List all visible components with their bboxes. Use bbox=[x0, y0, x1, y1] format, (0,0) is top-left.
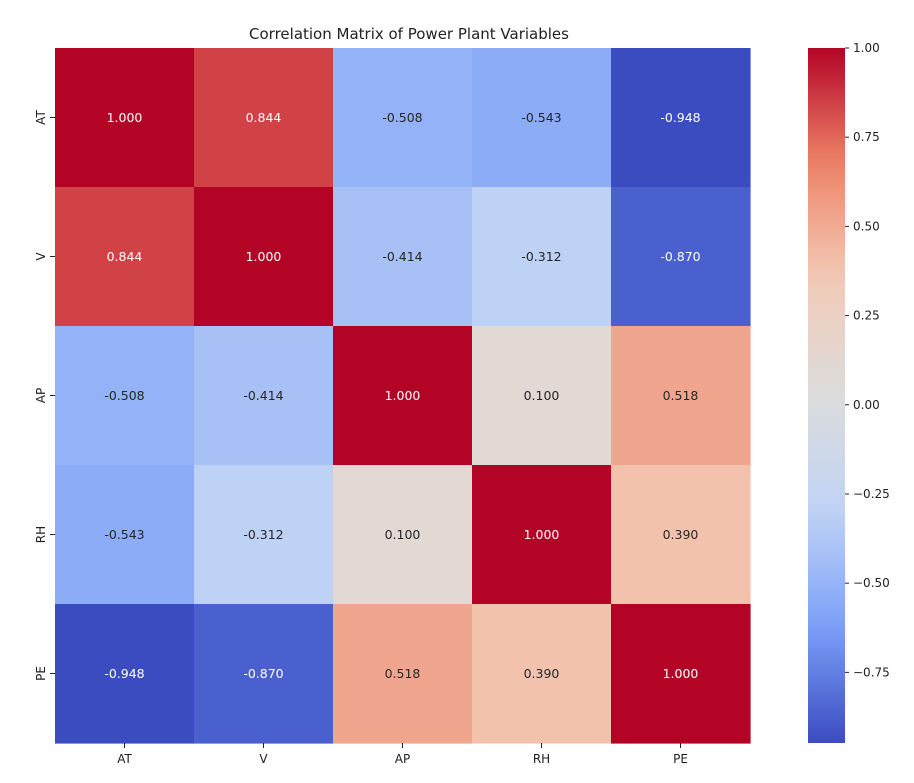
cell-value-label: 0.518 bbox=[663, 388, 699, 403]
cell-value-label: -0.948 bbox=[104, 666, 144, 681]
heatmap-cells: 1.000 0.844 -0.508 -0.543 -0.948 0.844 1.000 -0… bbox=[55, 48, 751, 744]
heatmap-cell bbox=[55, 48, 195, 188]
y-tick-label: RH bbox=[34, 526, 48, 543]
x-tick-label: RH bbox=[533, 752, 550, 766]
heatmap-cell bbox=[55, 604, 195, 744]
heatmap-cell bbox=[55, 465, 195, 605]
heatmap-cell bbox=[333, 48, 473, 188]
heatmap-cell bbox=[194, 326, 334, 466]
heatmap-cell bbox=[472, 48, 612, 188]
cell-value-label: 0.518 bbox=[385, 666, 421, 681]
colorbar-gradient bbox=[808, 48, 845, 743]
heatmap-cell bbox=[611, 187, 751, 327]
heatmap-cell bbox=[472, 604, 612, 744]
heatmap-cell bbox=[472, 187, 612, 327]
cell-value-label: -0.414 bbox=[382, 249, 422, 264]
heatmap-cell bbox=[472, 326, 612, 466]
cell-value-label: 1.000 bbox=[246, 249, 282, 264]
cell-value-label: -0.414 bbox=[243, 388, 283, 403]
y-tick-label: V bbox=[34, 252, 48, 261]
x-tick-label: AT bbox=[117, 752, 132, 766]
colorbar-tick-label: 0.00 bbox=[853, 398, 880, 412]
cell-value-label: -0.543 bbox=[104, 527, 144, 542]
x-tick-label: V bbox=[259, 752, 268, 766]
cell-value-label: -0.508 bbox=[104, 388, 144, 403]
x-tick-label: AP bbox=[395, 752, 410, 766]
heatmap-cell bbox=[611, 326, 751, 466]
cell-value-label: 0.844 bbox=[246, 110, 282, 125]
cell-value-label: 0.100 bbox=[385, 527, 421, 542]
colorbar-tick-label: −0.75 bbox=[853, 665, 890, 679]
heatmap-cell bbox=[194, 187, 334, 327]
heatmap-cell bbox=[194, 465, 334, 605]
cell-value-label: 1.000 bbox=[663, 666, 699, 681]
cell-value-label: -0.543 bbox=[521, 110, 561, 125]
cell-value-label: -0.870 bbox=[243, 666, 283, 681]
cell-value-label: 1.000 bbox=[107, 110, 143, 125]
heatmap-cell bbox=[55, 326, 195, 466]
heatmap-cell bbox=[55, 187, 195, 327]
cell-value-label: 1.000 bbox=[524, 527, 560, 542]
cell-value-label: 0.390 bbox=[524, 666, 560, 681]
colorbar: 1.00 0.75 0.50 0.25 0.00 −0.25 −0.50 −0.75 bbox=[808, 41, 890, 743]
colorbar-tick-label: 1.00 bbox=[853, 41, 880, 55]
chart-title: Correlation Matrix of Power Plant Variab… bbox=[249, 25, 569, 43]
colorbar-tick-label: −0.25 bbox=[853, 487, 890, 501]
cell-value-label: 0.100 bbox=[524, 388, 560, 403]
cell-value-label: -0.948 bbox=[660, 110, 700, 125]
heatmap-cell bbox=[333, 326, 473, 466]
cell-value-label: 1.000 bbox=[385, 388, 421, 403]
heatmap-cell bbox=[333, 187, 473, 327]
heatmap-cell bbox=[611, 465, 751, 605]
heatmap-cell bbox=[194, 48, 334, 188]
heatmap-cell bbox=[472, 465, 612, 605]
heatmap-cell bbox=[611, 604, 751, 744]
heatmap-cell bbox=[333, 604, 473, 744]
cell-value-label: 0.390 bbox=[663, 527, 699, 542]
colorbar-tick-label: 0.75 bbox=[853, 130, 880, 144]
colorbar-tick-label: −0.50 bbox=[853, 576, 890, 590]
colorbar-tick-label: 0.25 bbox=[853, 309, 880, 323]
cell-value-label: -0.312 bbox=[243, 527, 283, 542]
heatmap-axes: AT V AP RH PE AT V AP RH PE bbox=[34, 110, 688, 766]
colorbar-tick-label: 0.50 bbox=[853, 219, 880, 233]
heatmap-cell bbox=[333, 465, 473, 605]
heatmap-cell bbox=[194, 604, 334, 744]
y-tick-label: AT bbox=[34, 110, 48, 125]
y-tick-label: PE bbox=[34, 666, 48, 681]
y-tick-label: AP bbox=[34, 388, 48, 403]
cell-value-label: -0.508 bbox=[382, 110, 422, 125]
x-tick-label: PE bbox=[673, 752, 688, 766]
heatmap-cell bbox=[611, 48, 751, 188]
cell-value-label: -0.312 bbox=[521, 249, 561, 264]
cell-value-label: 0.844 bbox=[107, 249, 143, 264]
cell-value-label: -0.870 bbox=[660, 249, 700, 264]
